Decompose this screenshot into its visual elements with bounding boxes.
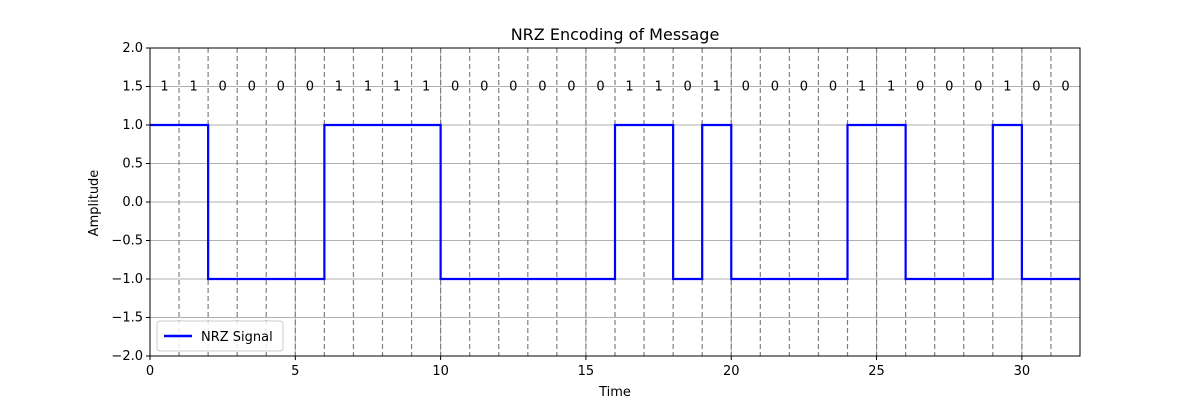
bit-label: 0 [219,80,227,95]
bit-label: 0 [829,80,837,95]
x-tick-label: 30 [1014,364,1031,379]
y-tick-label: 1.5 [122,80,143,95]
y-tick-label: −1.0 [111,272,143,287]
bit-label: 0 [742,80,750,95]
y-tick-label: 1.0 [122,118,143,133]
bit-label: 0 [974,80,982,95]
bit-labels-layer: 1 1 0 0 0 0 1 1 1 1 0 0 0 0 0 0 1 1 0 1 0 0 0 0 1 1 0 0 0 1 0 0 [160,80,1069,95]
bit-label: 0 [567,80,575,95]
legend-box [156,320,284,352]
bit-label: 0 [509,80,517,95]
legend-label-nrz-signal: NRZ Signal [201,330,273,345]
x-axis-label: Time [598,385,631,400]
x-tick-label: 10 [432,364,449,379]
bit-label: 0 [1061,80,1069,95]
bit-label: 0 [451,80,459,95]
x-tick-label: 25 [868,364,885,379]
y-axis-label: Amplitude [87,170,102,237]
bit-label: 0 [248,80,256,95]
y-tick-label: 2.0 [122,41,143,56]
series-layer [150,123,1080,281]
bit-label: 1 [654,80,662,95]
y-tick-label: 0.5 [122,157,143,172]
bit-label: 1 [625,80,633,95]
bit-label: 1 [858,80,866,95]
bit-label: 1 [1003,80,1011,95]
bit-label: 1 [393,80,401,95]
bit-label: 0 [771,80,779,95]
bit-label: 1 [713,80,721,95]
bit-label: 1 [335,80,343,95]
legend: NRZ Signal [156,320,284,352]
y-tick-label: −0.5 [111,234,143,249]
x-tick-label: 15 [578,364,595,379]
bit-label: 1 [422,80,430,95]
x-tick-label: 0 [146,364,154,379]
bit-label: 0 [1032,80,1040,95]
bit-label: 0 [945,80,953,95]
bit-label: 1 [160,80,168,95]
bit-label: 0 [916,80,924,95]
bit-label: 0 [277,80,285,95]
series-line-nrz-signal [150,123,1080,281]
bit-label: 0 [306,80,314,95]
bit-label: 0 [684,80,692,95]
y-tick-label: −2.0 [111,349,143,364]
bit-label: 1 [364,80,372,95]
axes-layer: −2.0−1.5−1.0−0.50.00.51.01.52.00 5 10 15 20 2… [111,41,1081,379]
bit-label: 0 [596,80,604,95]
chart-title: NRZ Encoding of Message [511,25,720,44]
bit-label: 0 [800,80,808,95]
x-tick-label: 20 [723,364,740,379]
y-tick-label: 0.0 [122,195,143,210]
bit-label: 1 [887,80,895,95]
bit-label: 1 [189,80,197,95]
bit-label: 0 [480,80,488,95]
bit-label: 0 [538,80,546,95]
x-tick-label: 5 [291,364,299,379]
y-tick-label: −1.5 [111,311,143,326]
